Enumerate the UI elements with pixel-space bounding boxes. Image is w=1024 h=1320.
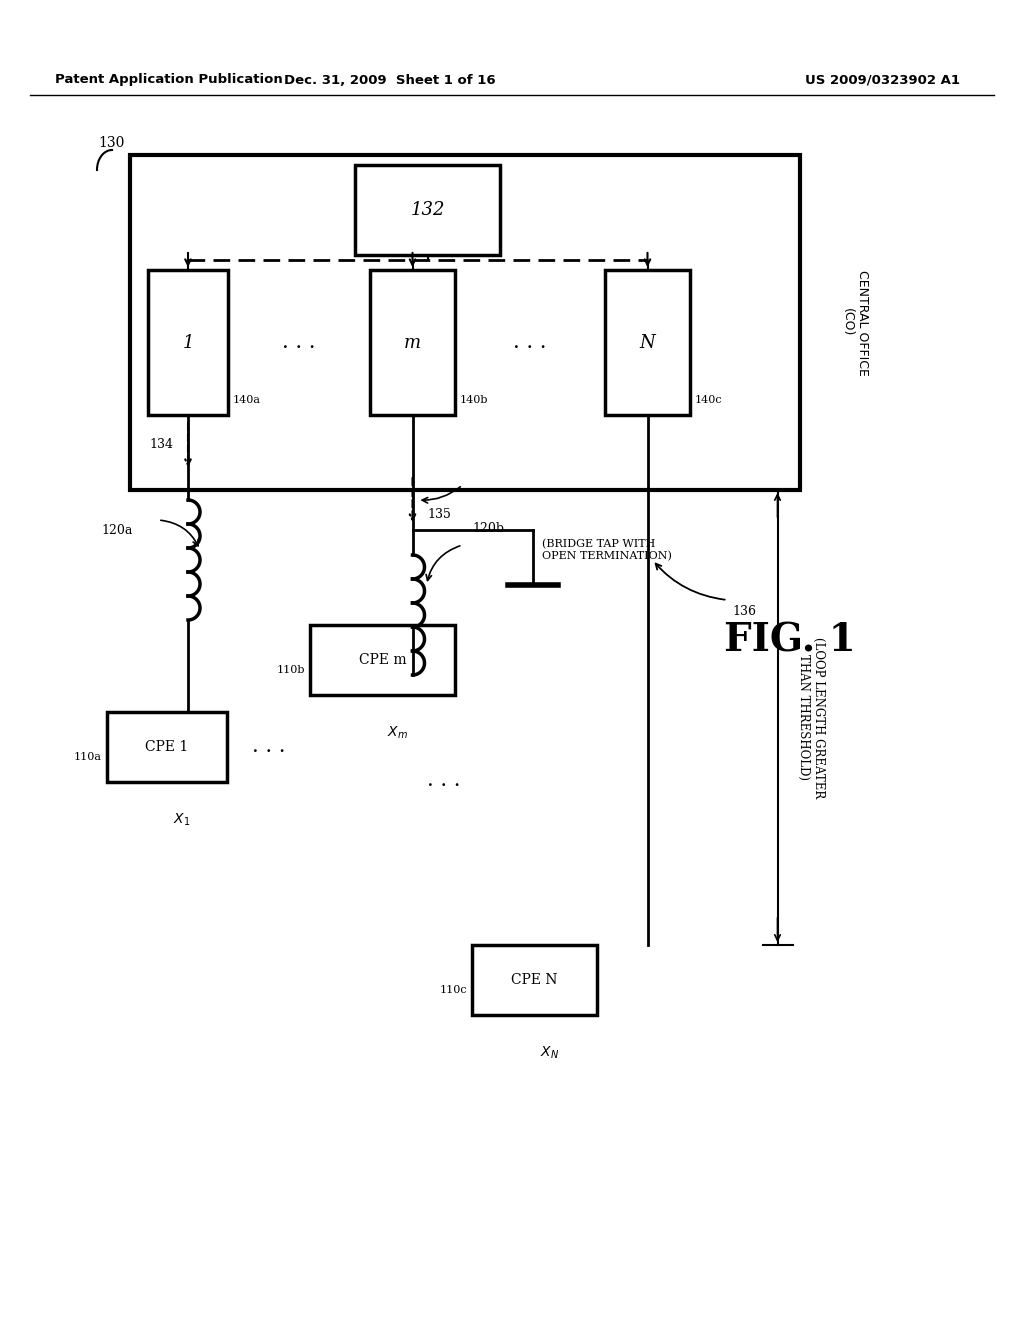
Text: 140a: 140a: [233, 395, 261, 405]
Bar: [310, 624, 455, 696]
Bar: [355, 165, 500, 255]
Bar: [148, 271, 228, 414]
Text: 132: 132: [411, 201, 444, 219]
Bar: [472, 945, 597, 1015]
Text: 110b: 110b: [276, 665, 305, 675]
Text: FIG. 1: FIG. 1: [724, 620, 856, 659]
Text: m: m: [403, 334, 421, 351]
Text: 140b: 140b: [460, 395, 488, 405]
Text: 1: 1: [182, 334, 194, 351]
Text: CPE 1: CPE 1: [145, 741, 188, 754]
Text: (LOOP LENGTH GREATER
THAN THRESHOLD): (LOOP LENGTH GREATER THAN THRESHOLD): [798, 636, 825, 799]
Text: $X_m$: $X_m$: [387, 725, 408, 742]
Text: 136: 136: [732, 605, 757, 618]
Text: N: N: [640, 334, 655, 351]
Text: . . .: . . .: [283, 333, 315, 352]
Text: CPE m: CPE m: [358, 653, 407, 667]
Text: 134: 134: [150, 438, 173, 451]
Text: 110a: 110a: [74, 752, 102, 762]
Text: $X_1$: $X_1$: [173, 812, 190, 829]
Text: $X_N$: $X_N$: [540, 1045, 559, 1061]
Text: 140c: 140c: [695, 395, 723, 405]
Text: 120b: 120b: [472, 521, 505, 535]
Bar: [605, 271, 690, 414]
Text: . . .: . . .: [513, 333, 547, 352]
Text: 120a: 120a: [101, 524, 133, 536]
Text: 135: 135: [427, 508, 452, 521]
Text: (BRIDGE TAP WITH
OPEN TERMINATION): (BRIDGE TAP WITH OPEN TERMINATION): [543, 539, 673, 561]
Bar: [130, 154, 800, 490]
Text: US 2009/0323902 A1: US 2009/0323902 A1: [805, 74, 961, 87]
Text: 110c: 110c: [439, 985, 467, 995]
Text: CPE N: CPE N: [511, 973, 558, 987]
Text: . . .: . . .: [427, 771, 460, 789]
Text: . . .: . . .: [252, 738, 286, 756]
Text: CENTRAL OFFICE
(CO): CENTRAL OFFICE (CO): [841, 269, 869, 375]
Bar: [106, 711, 227, 781]
Bar: [370, 271, 455, 414]
Text: Dec. 31, 2009  Sheet 1 of 16: Dec. 31, 2009 Sheet 1 of 16: [285, 74, 496, 87]
Text: Patent Application Publication: Patent Application Publication: [55, 74, 283, 87]
Text: 130: 130: [98, 136, 125, 150]
